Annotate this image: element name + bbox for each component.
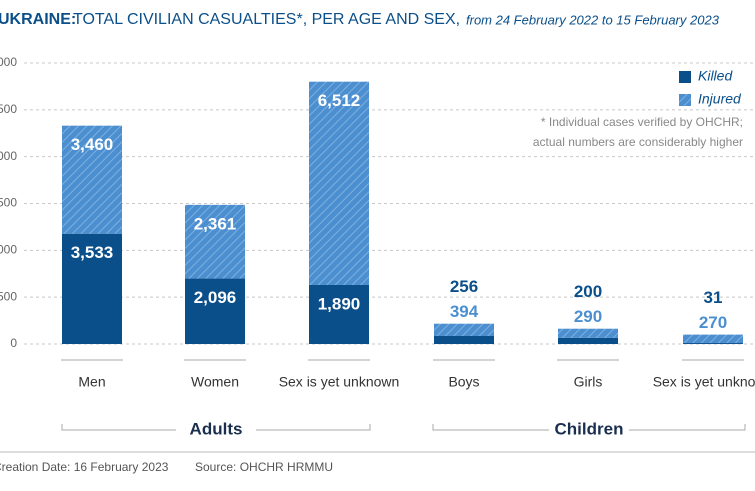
legend-swatch [679, 71, 691, 83]
bar-segment [434, 336, 494, 344]
legend-swatch [679, 94, 691, 106]
value-label: 6,512 [318, 91, 361, 110]
bar-segment [62, 125, 122, 234]
value-label: 2,096 [194, 288, 237, 307]
y-tick-label: 4,500 [0, 196, 17, 210]
legend-label: Injured [698, 91, 742, 107]
x-tick-label: Boys [448, 374, 479, 390]
y-tick-label: 9,000 [0, 55, 17, 69]
group-label: Children [555, 419, 624, 438]
bar-segment [434, 323, 494, 337]
bar-segment [683, 343, 743, 344]
value-label: 290 [574, 307, 602, 326]
value-label: 3,533 [71, 243, 114, 262]
chart-title: UKRAINE: [0, 11, 76, 28]
value-label: 31 [704, 288, 723, 307]
chart-title-rest: TOTAL CIVILIAN CASUALTIES*, PER AGE AND … [73, 11, 460, 28]
bar-segment [185, 278, 245, 344]
bar-segment [558, 328, 618, 338]
note: actual numbers are considerably higher [533, 135, 743, 149]
x-tick-label: Sex is yet unknown [279, 374, 400, 390]
x-tick-label: Girls [574, 374, 603, 390]
chart-subtitle: from 24 February 2022 to 15 February 202… [466, 12, 720, 27]
bar-segment [309, 81, 369, 285]
y-tick-label: 0 [10, 336, 17, 350]
bar-segment [62, 233, 122, 344]
group-bracket [61, 424, 371, 431]
value-label: 2,361 [194, 214, 237, 233]
bar-segment [558, 337, 618, 344]
x-tick-label: Women [191, 374, 239, 390]
bar-segment [683, 334, 743, 344]
creation-date: Creation Date: 16 February 2023 [0, 460, 169, 474]
y-tick-label: 1,500 [0, 289, 17, 303]
source: Source: OHCHR HRMMU [195, 460, 333, 474]
value-label: 200 [574, 282, 602, 301]
x-tick-label: Sex is yet unknown [653, 374, 755, 390]
y-tick-label: 6,000 [0, 149, 17, 163]
value-label: 270 [699, 313, 727, 332]
value-label: 3,460 [71, 135, 114, 154]
y-tick-label: 3,000 [0, 243, 17, 257]
group-bracket [432, 424, 746, 431]
bar-segment [309, 284, 369, 344]
value-label: 394 [450, 302, 479, 321]
bar-segment [185, 204, 245, 279]
note: * Individual cases verified by OHCHR; [541, 115, 743, 129]
group-label: Adults [190, 419, 243, 438]
legend-label: Killed [698, 68, 733, 84]
y-tick-label: 7,500 [0, 102, 17, 116]
x-tick-label: Men [78, 374, 105, 390]
value-label: 256 [450, 277, 478, 296]
value-label: 1,890 [318, 294, 361, 313]
